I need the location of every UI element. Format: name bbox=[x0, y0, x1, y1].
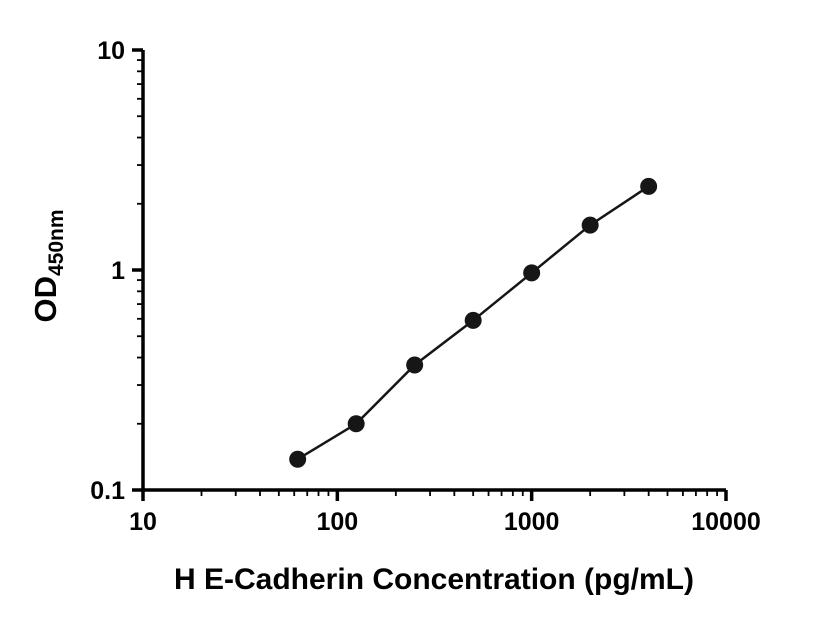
data-point bbox=[406, 356, 424, 374]
data-point bbox=[523, 264, 541, 282]
x-tick-label: 1000 bbox=[504, 508, 560, 536]
data-point bbox=[347, 415, 365, 433]
x-axis-title: H E-Cadherin Concentration (pg/mL) bbox=[174, 563, 694, 596]
x-tick-label: 100 bbox=[316, 508, 358, 536]
axis-spines bbox=[141, 50, 726, 492]
x-tick-label: 10000 bbox=[691, 508, 761, 536]
y-axis-title-main: OD bbox=[28, 276, 63, 323]
y-tick-label: 1 bbox=[111, 257, 125, 285]
y-tick-label: 0.1 bbox=[90, 477, 125, 505]
y-axis-title: OD450nm bbox=[28, 209, 68, 322]
data-point bbox=[289, 450, 307, 468]
y-tick-label: 10 bbox=[97, 37, 125, 65]
data-point bbox=[581, 216, 599, 234]
data-point bbox=[464, 311, 482, 329]
data-point bbox=[640, 177, 658, 195]
plot-layer: 10 100 1000 10000 0.1 1 10 bbox=[90, 37, 761, 536]
y-axis-title-subscript: 450nm bbox=[45, 209, 68, 276]
x-tick-label: 10 bbox=[129, 508, 157, 536]
